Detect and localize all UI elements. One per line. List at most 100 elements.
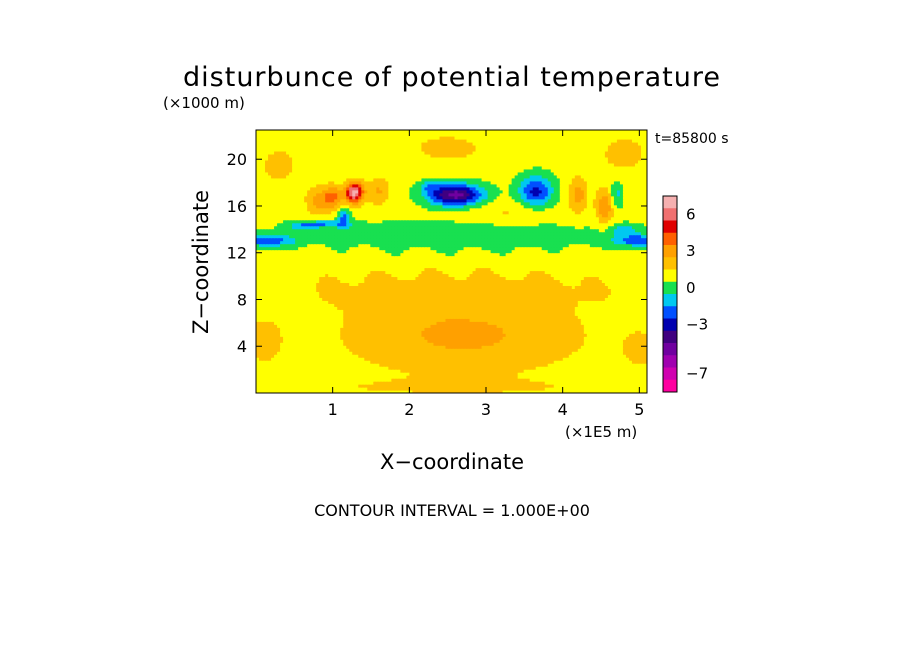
contour-cell [427, 375, 432, 379]
contour-cell [400, 324, 404, 328]
contour-cell [346, 333, 350, 337]
contour-cell [544, 327, 549, 331]
contour-cell [484, 330, 489, 334]
contour-cell [541, 318, 546, 322]
contour-cell [640, 390, 645, 393]
contour-cell [565, 288, 570, 292]
contour-cell [598, 321, 603, 325]
contour-cell [523, 333, 528, 337]
contour-cell [367, 375, 371, 379]
contour-cell [442, 300, 447, 304]
contour-cell [355, 345, 359, 349]
contour-cell [280, 309, 284, 313]
contour-cell [325, 294, 329, 298]
contour-cell [400, 288, 404, 292]
contour-cell [406, 324, 410, 328]
contour-cell [403, 387, 407, 391]
contour-cell [499, 339, 504, 343]
contour-cell [637, 303, 642, 307]
contour-cell [544, 291, 549, 295]
contour-cell [532, 360, 537, 364]
contour-cell [379, 309, 383, 313]
contour-cell [412, 300, 417, 304]
contour-cell [295, 312, 299, 316]
contour-cell [280, 342, 284, 346]
contour-cell [613, 309, 618, 313]
contour-cell [385, 390, 389, 393]
contour-cell [628, 327, 633, 331]
contour-cell [505, 321, 510, 325]
contour-cell [490, 333, 495, 337]
contour-cell [607, 282, 612, 287]
contour-cell [331, 279, 335, 284]
contour-cell [262, 375, 266, 379]
contour-cell [289, 291, 293, 295]
contour-cell [340, 357, 344, 361]
contour-cell [316, 309, 320, 313]
contour-cell [457, 282, 462, 287]
contour-cell [310, 336, 314, 340]
contour-cell [556, 390, 561, 393]
contour-cell [367, 351, 371, 355]
contour-cell [490, 336, 495, 340]
contour-cell [511, 384, 516, 388]
contour-cell [292, 279, 296, 284]
contour-cell [361, 354, 365, 358]
contour-cell [292, 327, 296, 331]
contour-cell [634, 351, 639, 355]
contour-cell [268, 291, 272, 295]
contour-cell [385, 318, 389, 322]
contour-cell [454, 306, 459, 310]
contour-cell [391, 333, 395, 337]
contour-cell [409, 366, 413, 370]
contour-cell [475, 288, 480, 292]
contour-cell [556, 345, 561, 349]
contour-cell [592, 300, 597, 304]
contour-cell [448, 363, 453, 367]
contour-cell [463, 309, 468, 313]
contour-cell [436, 363, 441, 367]
contour-cell [268, 318, 272, 322]
contour-cell [451, 333, 456, 337]
contour-cell [418, 327, 423, 331]
contour-cell [577, 378, 582, 382]
contour-cell [442, 366, 447, 370]
contour-cell [358, 276, 362, 281]
contour-cell [412, 336, 417, 340]
contour-cell [565, 378, 570, 382]
contour-cell [586, 315, 591, 319]
contour-cell [313, 312, 317, 316]
contour-cell [595, 345, 600, 349]
contour-cell [295, 369, 299, 373]
contour-cell [346, 369, 350, 373]
contour-cell [526, 282, 531, 287]
contour-cell [544, 309, 549, 313]
contour-cell [454, 390, 459, 393]
contour-cell [592, 369, 597, 373]
contour-cell [556, 294, 561, 298]
contour-cell [337, 303, 341, 307]
contour-cell [304, 384, 308, 388]
contour-cell [502, 336, 507, 340]
contour-cell [604, 369, 609, 373]
contour-cell [262, 333, 266, 337]
contour-cell [559, 387, 564, 391]
contour-cell [439, 348, 444, 352]
contour-cell [598, 282, 603, 287]
contour-cell [385, 279, 389, 284]
contour-cell [532, 375, 537, 379]
contour-cell [592, 360, 597, 364]
contour-cell [496, 291, 501, 295]
contour-cell [502, 360, 507, 364]
contour-cell [529, 279, 534, 284]
contour-cell [541, 360, 546, 364]
contour-cell [262, 318, 266, 322]
contour-cell [286, 348, 290, 352]
contour-cell [544, 294, 549, 298]
contour-cell [388, 384, 392, 388]
contour-cell [328, 351, 332, 355]
contour-cell [598, 348, 603, 352]
contour-cell [376, 318, 380, 322]
contour-cell [616, 339, 621, 343]
contour-cell [622, 303, 627, 307]
